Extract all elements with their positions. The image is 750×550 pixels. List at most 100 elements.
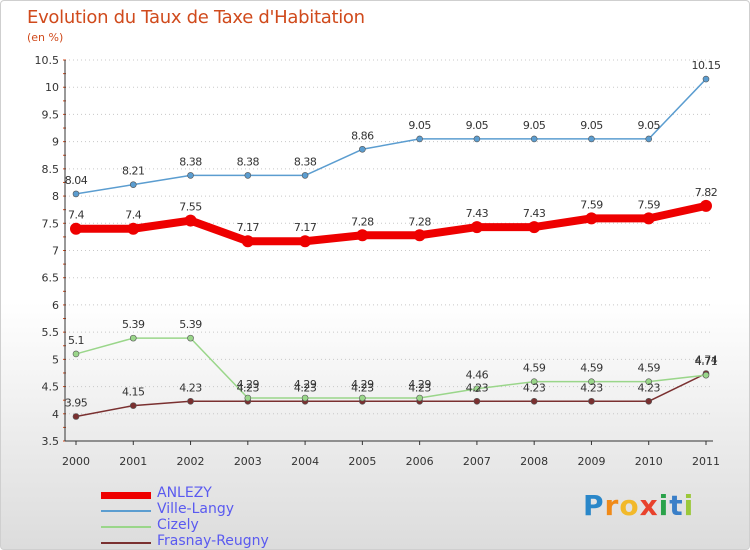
x-tick-label: 2004	[291, 455, 319, 468]
data-label: 4.23	[179, 381, 202, 394]
data-point	[129, 181, 137, 188]
data-point	[301, 172, 309, 179]
data-label: 7.28	[408, 215, 431, 228]
series-line-anlezy	[76, 201, 707, 246]
data-point	[359, 394, 366, 402]
data-point	[645, 135, 653, 143]
data-label: 4.59	[580, 362, 603, 375]
data-label: 4.15	[122, 386, 145, 399]
y-tick-label: 10.5	[35, 54, 60, 67]
y-tick-label: 7.5	[42, 217, 60, 230]
data-label: 4.23	[466, 381, 489, 394]
data-label: 8.86	[351, 129, 374, 142]
data-label: 7.17	[294, 221, 317, 234]
data-point	[700, 199, 712, 212]
x-tick-label: 2000	[62, 455, 90, 468]
data-point	[70, 222, 82, 235]
data-point	[187, 334, 194, 342]
legend-swatch	[101, 491, 151, 499]
x-tick-labels: 2000 2001 2002 2003 2004 2005 2006 2007 2008 2009…	[62, 455, 720, 468]
y-tick-label: 3.5	[42, 435, 60, 448]
legend-item: Frasnay-Reugny	[101, 533, 401, 549]
data-label: 5.39	[179, 318, 202, 331]
data-point	[473, 135, 481, 143]
x-tick-label: 2001	[119, 455, 147, 468]
data-label: 7.43	[466, 207, 489, 220]
data-label: 10.15	[692, 59, 721, 72]
data-label: 7.82	[695, 186, 718, 199]
data-label: 4.23	[351, 381, 374, 394]
gridlines	[65, 59, 713, 442]
data-labels: 7.4 7.4 7.55 7.17 7.17 7.28 7.28 7.43 7.43 7.59 7.…	[65, 59, 722, 409]
data-point	[470, 221, 483, 234]
data-label: 9.05	[637, 119, 660, 132]
data-point	[187, 397, 194, 405]
data-point	[585, 212, 598, 225]
data-label: 8.21	[122, 165, 145, 178]
data-point	[241, 235, 254, 248]
data-label: 4.71	[695, 355, 718, 368]
data-label: 7.55	[179, 201, 202, 214]
axes	[63, 59, 713, 445]
legend-item: Ville-Langy	[101, 501, 401, 519]
data-point	[184, 214, 197, 227]
legend-swatch	[101, 542, 151, 544]
series-line-cizely	[75, 337, 707, 399]
x-tick-label: 2010	[635, 455, 663, 468]
data-point	[645, 378, 653, 385]
data-label: 9.05	[408, 119, 431, 132]
data-point	[702, 75, 710, 83]
data-point	[72, 413, 80, 420]
data-label: 9.05	[466, 119, 489, 132]
legend-item: Cizely	[101, 517, 401, 535]
data-label: 7.4	[68, 209, 84, 222]
data-label: 4.29	[351, 378, 374, 391]
data-point	[359, 145, 366, 153]
data-label: 8.04	[65, 174, 88, 187]
data-point	[416, 135, 423, 143]
data-label: 7.17	[237, 221, 260, 234]
data-point	[127, 222, 140, 235]
y-tick-label: 8	[52, 190, 59, 203]
data-point	[530, 397, 538, 405]
series-line-frasnay-reugny	[75, 372, 707, 418]
data-point	[187, 172, 194, 179]
data-point	[642, 212, 655, 225]
data-point	[129, 334, 137, 342]
data-label: 4.59	[637, 362, 660, 375]
data-label: 4.29	[237, 378, 260, 391]
legend-label: Ville-Langy	[157, 501, 235, 517]
y-tick-label: 5	[52, 353, 59, 366]
data-point	[244, 394, 252, 402]
y-tick-label: 6	[52, 299, 59, 312]
chart-title: Evolution du Taux de Taxe d'Habitation	[27, 7, 365, 28]
data-point	[645, 397, 653, 405]
data-label: 7.59	[637, 198, 660, 211]
y-tick-label: 4	[52, 408, 59, 421]
data-point	[244, 172, 252, 179]
data-label: 4.29	[294, 378, 317, 391]
data-label: 4.29	[408, 378, 431, 391]
legend-label: Cizely	[157, 517, 199, 533]
data-point	[299, 235, 312, 248]
y-unit-label: (en %)	[27, 31, 64, 44]
data-point	[416, 394, 423, 402]
data-point	[588, 378, 595, 385]
data-point	[72, 190, 80, 198]
data-label: 5.1	[68, 334, 84, 347]
data-point	[473, 397, 481, 405]
data-label: 8.38	[294, 155, 317, 168]
x-tick-label: 2008	[520, 455, 548, 468]
x-tick-label: 2002	[177, 455, 205, 468]
x-tick-label: 2005	[348, 455, 376, 468]
proxiti-logo: Proxiti	[583, 489, 695, 522]
y-tick-label: 9.5	[42, 108, 60, 121]
y-tick-labels: 3.5 4 4.5 5 5.5 6 6.5 7 7.5 8 8.5 9 9.5 10 10.5	[35, 54, 60, 448]
series-group	[70, 75, 712, 420]
data-point	[530, 135, 538, 143]
data-point	[588, 135, 595, 143]
data-label: 4.23	[294, 381, 317, 394]
data-point	[72, 350, 80, 358]
data-point	[473, 385, 481, 393]
